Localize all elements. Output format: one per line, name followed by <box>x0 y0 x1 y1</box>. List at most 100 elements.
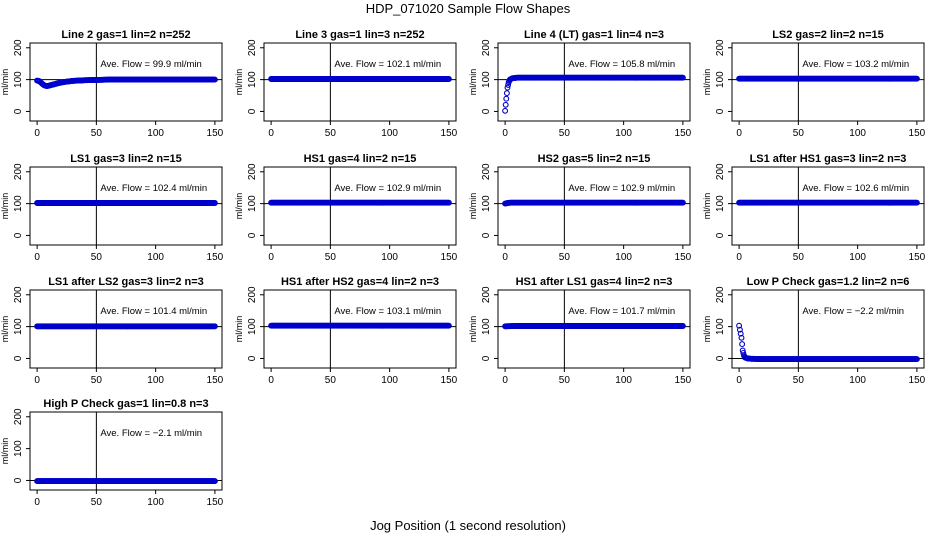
y-tick-label: 0 <box>715 355 726 361</box>
x-tick-label: 0 <box>34 252 40 263</box>
x-tick-label: 0 <box>34 497 40 508</box>
y-tick-label: 100 <box>13 318 24 335</box>
x-tick-label: 100 <box>615 375 632 386</box>
y-tick-label: 200 <box>13 408 24 425</box>
data-point <box>504 84 511 91</box>
data-point <box>913 356 920 363</box>
x-tick-label: 0 <box>268 128 274 139</box>
data-point <box>679 74 686 81</box>
x-tick-label: 0 <box>268 252 274 263</box>
data-point <box>679 323 686 329</box>
panel-11: HS1 after LS1 gas=4 lin=2 n=3 0 50 100 150 0 1… <box>468 276 692 386</box>
panel-13: High P Check gas=1 lin=0.8 n=3 0 50 100 150 0… <box>0 398 224 508</box>
average-flow-annotation: Ave. Flow = 105.8 ml/min <box>568 59 675 70</box>
plot-frame <box>29 166 223 246</box>
plot-frame <box>731 289 925 369</box>
data-point <box>211 323 218 330</box>
plot-frame <box>731 166 925 246</box>
y-tick-label: 200 <box>715 286 726 303</box>
y-axis-label: ml/min <box>468 193 478 220</box>
y-axis-label: ml/min <box>0 438 10 465</box>
x-tick-label: 100 <box>849 252 866 263</box>
panel-title: HS1 gas=4 lin=2 n=15 <box>304 153 417 165</box>
x-tick-label: 0 <box>268 375 274 386</box>
y-tick-label: 100 <box>247 318 258 335</box>
x-tick-label: 150 <box>909 128 926 139</box>
average-flow-annotation: Ave. Flow = 102.1 ml/min <box>334 59 441 70</box>
y-tick-label: 100 <box>715 71 726 88</box>
data-point <box>736 322 743 329</box>
y-tick-label: 0 <box>13 232 24 238</box>
panel-7: HS2 gas=5 lin=2 n=15 0 50 100 150 0 100 200 ml/m… <box>468 153 692 263</box>
panel-8: LS1 after HS1 gas=3 lin=2 n=3 0 50 100 150 0 1… <box>702 153 926 263</box>
plot-frame <box>497 166 691 246</box>
x-tick-label: 100 <box>147 375 164 386</box>
data-point <box>211 200 218 206</box>
data-point <box>445 199 452 206</box>
data-point <box>211 76 218 83</box>
x-tick-label: 50 <box>793 375 805 386</box>
average-flow-annotation: Ave. Flow = 102.6 ml/min <box>802 183 909 194</box>
panel-4: LS2 gas=2 lin=2 n=15 0 50 100 150 0 100 200 ml/m… <box>702 29 926 139</box>
x-tick-label: 50 <box>793 252 805 263</box>
y-tick-label: 200 <box>481 163 492 180</box>
x-tick-label: 150 <box>207 128 224 139</box>
panel-title: Line 3 gas=1 lin=3 n=252 <box>295 29 424 41</box>
x-tick-label: 100 <box>615 252 632 263</box>
x-tick-label: 0 <box>34 375 40 386</box>
x-tick-label: 150 <box>441 252 458 263</box>
x-tick-label: 100 <box>615 128 632 139</box>
average-flow-annotation: Ave. Flow = 102.4 ml/min <box>100 183 207 194</box>
data-point <box>503 95 510 102</box>
data-point <box>445 76 452 82</box>
x-tick-label: 50 <box>325 128 337 139</box>
data-point <box>737 330 744 337</box>
panel-3: Line 4 (LT) gas=1 lin=4 n=3 0 50 100 150 0 100… <box>468 29 692 139</box>
panel-title: LS1 after HS1 gas=3 lin=2 n=3 <box>750 153 907 165</box>
y-tick-label: 100 <box>13 195 24 212</box>
data-point <box>502 107 509 114</box>
x-tick-label: 0 <box>502 128 508 139</box>
x-tick-label: 50 <box>91 375 103 386</box>
y-tick-label: 200 <box>481 286 492 303</box>
y-tick-label: 0 <box>715 232 726 238</box>
x-tick-label: 100 <box>147 252 164 263</box>
y-axis-label: ml/min <box>0 193 10 220</box>
plot-frame <box>497 289 691 369</box>
average-flow-annotation: Ave. Flow = 101.4 ml/min <box>100 306 207 317</box>
average-flow-annotation: Ave. Flow = 103.2 ml/min <box>802 59 909 70</box>
x-tick-label: 150 <box>207 375 224 386</box>
data-point <box>738 334 745 341</box>
y-tick-label: 200 <box>247 163 258 180</box>
plot-frame <box>29 289 223 369</box>
data-point <box>445 322 452 329</box>
y-tick-label: 0 <box>247 355 258 361</box>
x-tick-label: 0 <box>502 252 508 263</box>
panel-title: LS1 after LS2 gas=3 lin=2 n=3 <box>48 276 204 288</box>
y-tick-label: 0 <box>13 108 24 114</box>
y-tick-label: 200 <box>715 39 726 56</box>
panel-title: Line 4 (LT) gas=1 lin=4 n=3 <box>524 29 664 41</box>
y-tick-label: 200 <box>13 286 24 303</box>
panel-6: HS1 gas=4 lin=2 n=15 0 50 100 150 0 100 200 ml/m… <box>234 153 458 263</box>
y-tick-label: 0 <box>247 108 258 114</box>
x-tick-label: 0 <box>736 375 742 386</box>
x-tick-label: 100 <box>381 252 398 263</box>
data-point <box>502 101 509 108</box>
x-tick-label: 50 <box>91 252 103 263</box>
x-tick-label: 0 <box>502 375 508 386</box>
y-tick-label: 0 <box>13 355 24 361</box>
data-point <box>913 75 920 82</box>
y-tick-label: 0 <box>13 477 24 483</box>
panel-title: HS1 after LS1 gas=4 lin=2 n=3 <box>516 276 673 288</box>
x-tick-label: 150 <box>675 128 692 139</box>
average-flow-annotation: Ave. Flow = −2.2 ml/min <box>802 306 904 317</box>
figure-x-label: Jog Position (1 second resolution) <box>370 518 566 533</box>
panel-title: LS1 gas=3 lin=2 n=15 <box>70 153 182 165</box>
x-tick-label: 100 <box>147 128 164 139</box>
x-tick-label: 50 <box>559 252 571 263</box>
plot-frame <box>263 42 457 122</box>
y-axis-label: ml/min <box>468 69 478 96</box>
data-point <box>913 199 920 206</box>
